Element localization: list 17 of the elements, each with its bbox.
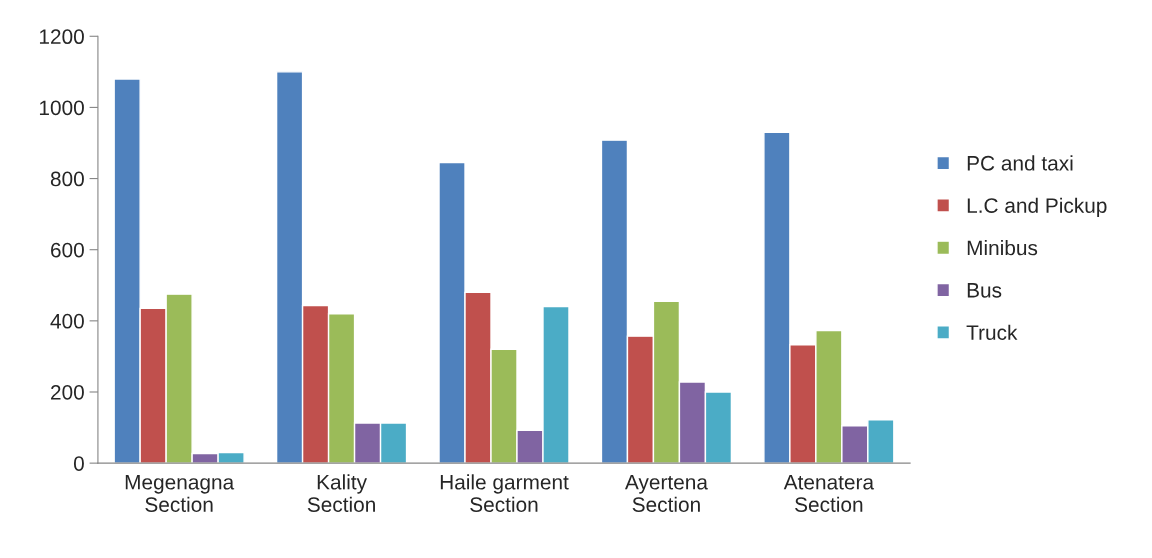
legend-label: Truck — [966, 324, 1018, 340]
x-tick-label: Megenagna Section — [125, 475, 235, 512]
x-tick-label: Atenatera Section — [783, 475, 875, 512]
y-tick-label: 200 — [51, 385, 84, 400]
legend-label: L.C and Pickup — [967, 197, 1107, 218]
x-tick-label: Kality Section — [307, 474, 375, 512]
y-tick-label: 600 — [51, 242, 84, 258]
y-tick-label: 800 — [50, 171, 84, 187]
legend-label: Bus — [967, 283, 1002, 298]
x-tick-label: Haile garment Section — [440, 474, 569, 512]
y-tick-label: 1200 — [39, 29, 84, 45]
legend-label: PC and taxi — [967, 155, 1073, 171]
legend-label: Minibus — [967, 239, 1038, 256]
x-tick-label: Ayertena Section — [624, 475, 708, 512]
y-tick-label: 1000 — [39, 100, 84, 116]
y-tick-label: 400 — [50, 313, 84, 329]
y-tick-label: 0 — [73, 456, 84, 471]
